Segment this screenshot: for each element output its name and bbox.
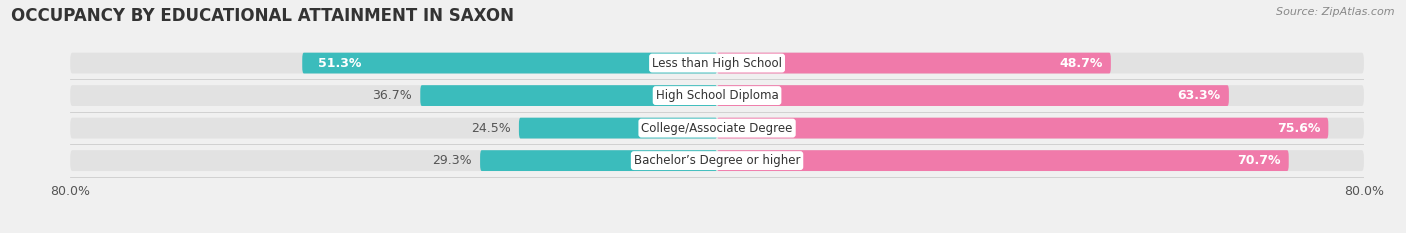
FancyBboxPatch shape xyxy=(479,150,717,171)
FancyBboxPatch shape xyxy=(717,85,1229,106)
Text: 75.6%: 75.6% xyxy=(1277,122,1320,135)
Text: 63.3%: 63.3% xyxy=(1178,89,1220,102)
Text: 48.7%: 48.7% xyxy=(1059,57,1102,70)
FancyBboxPatch shape xyxy=(420,85,717,106)
Text: 70.7%: 70.7% xyxy=(1237,154,1281,167)
FancyBboxPatch shape xyxy=(70,85,1364,106)
FancyBboxPatch shape xyxy=(717,118,1329,138)
FancyBboxPatch shape xyxy=(717,150,1289,171)
Text: Bachelor’s Degree or higher: Bachelor’s Degree or higher xyxy=(634,154,800,167)
Text: Less than High School: Less than High School xyxy=(652,57,782,70)
Text: 29.3%: 29.3% xyxy=(433,154,472,167)
Text: 24.5%: 24.5% xyxy=(471,122,510,135)
FancyBboxPatch shape xyxy=(302,53,717,73)
Text: 51.3%: 51.3% xyxy=(319,57,361,70)
FancyBboxPatch shape xyxy=(717,53,1111,73)
FancyBboxPatch shape xyxy=(70,53,1364,73)
FancyBboxPatch shape xyxy=(519,118,717,138)
Text: High School Diploma: High School Diploma xyxy=(655,89,779,102)
FancyBboxPatch shape xyxy=(70,150,1364,171)
Text: OCCUPANCY BY EDUCATIONAL ATTAINMENT IN SAXON: OCCUPANCY BY EDUCATIONAL ATTAINMENT IN S… xyxy=(11,7,515,25)
Text: Source: ZipAtlas.com: Source: ZipAtlas.com xyxy=(1277,7,1395,17)
Text: 36.7%: 36.7% xyxy=(373,89,412,102)
FancyBboxPatch shape xyxy=(70,118,1364,138)
Text: College/Associate Degree: College/Associate Degree xyxy=(641,122,793,135)
